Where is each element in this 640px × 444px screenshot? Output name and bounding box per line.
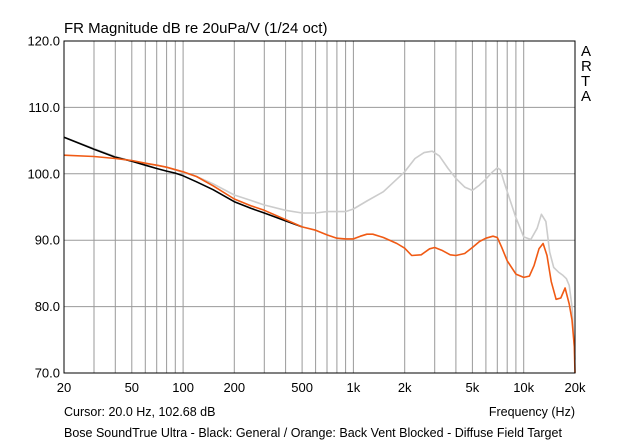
y-tick-labels: 70.0 80.0 90.0 100.0 110.0 120.0 [27, 34, 60, 381]
series-line-0 [63, 136, 576, 360]
y-tick-label-1: 80.0 [35, 299, 60, 314]
y-tick-label-4: 110.0 [28, 100, 60, 115]
y-tick-label-3: 100.0 [27, 166, 60, 181]
brand-letter-2: R [581, 58, 592, 75]
y-tick-label-2: 90.0 [35, 233, 60, 248]
y-tick-label-5: 120.0 [27, 34, 60, 49]
cursor-readout: Cursor: 20.0 Hz, 102.68 dB [64, 405, 215, 419]
y-tick-label-0: 70.0 [35, 366, 60, 381]
x-tick-label-8: 10k [513, 380, 534, 395]
x-tick-label-0: 20 [57, 380, 71, 395]
brand-letter-4: A [581, 88, 591, 105]
chart-title: FR Magnitude dB re 20uPa/V (1/24 oct) [64, 20, 327, 37]
x-axis-label: Frequency (Hz) [489, 405, 575, 419]
x-tick-label-7: 5k [466, 380, 480, 395]
chart-caption: Bose SoundTrue Ultra - Black: General / … [64, 426, 562, 440]
x-tick-label-1: 50 [125, 380, 139, 395]
series-line-2 [63, 154, 576, 374]
plot-background [64, 41, 575, 373]
x-tick-label-3: 200 [223, 380, 245, 395]
brand-letter-1: A [581, 43, 591, 60]
x-tick-label-6: 2k [398, 380, 412, 395]
x-tick-label-5: 1k [347, 380, 361, 395]
x-tick-labels: 20 50 100 200 500 1k 2k 5k 10k 20k [57, 380, 586, 395]
arta-brand: A R T A [581, 43, 592, 105]
plot-frame [63, 40, 576, 374]
x-tick-label-4: 500 [291, 380, 313, 395]
x-tick-label-9: 20k [565, 380, 586, 395]
x-tick-label-2: 100 [172, 380, 194, 395]
brand-letter-3: T [581, 73, 590, 90]
series-layer [63, 136, 576, 374]
